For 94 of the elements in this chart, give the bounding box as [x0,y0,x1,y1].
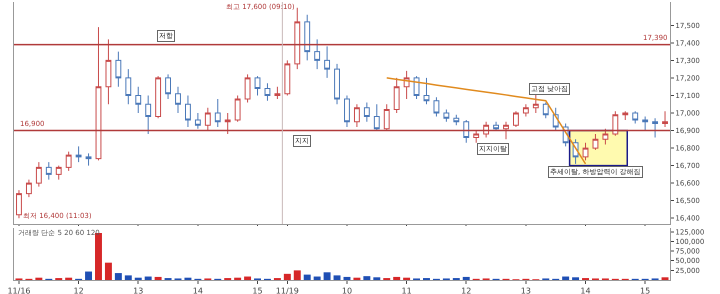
candlestick [175,86,181,114]
candlestick [522,104,529,118]
candlestick [304,14,310,61]
candlestick [284,60,290,96]
candlestick [294,7,300,70]
candlestick [66,151,72,172]
x-tick-label: 13 [520,286,531,294]
candlestick [652,118,658,138]
x-tick-label: 11/16 [7,286,30,294]
bar [662,277,669,280]
candlestick [612,110,618,136]
candlestick [96,26,102,161]
bar [373,277,380,280]
bar [324,272,331,280]
candlestick [324,46,330,78]
candlestick [16,190,22,219]
candlestick [622,110,628,121]
candlestick [582,142,588,161]
candlestick [26,179,32,198]
candlestick [374,104,380,132]
candlestick [155,76,162,119]
candlestick [632,110,638,124]
bar [343,276,350,280]
candlestick [56,165,62,180]
x-tick-label: 13 [133,286,144,294]
x-tick-label: 15 [640,286,650,294]
bar [85,272,92,280]
bar [284,274,291,280]
candlestick [602,128,608,146]
candlestick [86,152,92,166]
candlestick [364,102,370,122]
candlestick [414,76,420,100]
candlestick [344,94,350,128]
candlestick [354,104,360,128]
bar [314,276,321,280]
candlestick [224,112,231,135]
bar [334,275,341,280]
candlestick [254,76,260,96]
bar [144,276,152,280]
line-series [386,77,586,165]
candlestick [264,82,270,102]
candlestick [314,38,320,70]
bar [363,276,370,280]
candlestick [204,107,211,132]
bar [572,277,580,280]
bar [114,273,122,280]
candlestick [135,86,142,114]
candlestick [115,51,122,88]
bar [154,276,162,280]
candlestick [642,116,648,132]
x-tick-label: 15 [252,286,263,294]
candlestick [453,114,460,126]
x-tick-label: 14 [192,286,203,294]
candlestick [234,94,241,122]
bar [244,276,252,280]
candlestick [542,102,549,119]
bar [393,276,400,280]
bar [104,262,112,280]
candlestick [274,86,280,100]
candlestick [473,130,480,144]
candlestick [493,121,499,132]
candlestick [105,38,112,105]
candlestick [145,94,152,135]
x-tick-label: 12 [74,286,84,294]
x-tick-label: 11 [402,286,412,294]
bar [294,270,301,280]
x-tick-label: 12 [461,286,472,294]
bar [562,276,570,280]
candlestick [334,63,340,105]
candlestick [46,162,52,180]
bar [95,233,102,280]
x-tick-label: 14 [580,286,591,294]
candlestick [513,110,519,128]
candlestick [165,74,171,100]
candlestick [244,74,251,103]
candlestick [394,77,400,114]
candlestick [76,146,82,163]
candlestick [125,68,132,105]
candlestick [433,96,440,118]
candlestick [662,110,668,128]
candlestick [592,134,598,150]
candlestick [36,162,42,188]
candlestick [214,98,221,128]
bar [462,276,470,280]
candlestick [194,112,201,130]
candlestick [384,104,390,132]
candlestick [443,108,450,122]
x-tick-label: 11/19 [276,286,299,294]
candlestick [424,77,430,105]
candlestick [503,121,509,140]
bar [304,274,311,280]
x-tick-label: 10 [342,286,352,294]
bar [124,275,132,280]
candlestick [185,94,191,128]
